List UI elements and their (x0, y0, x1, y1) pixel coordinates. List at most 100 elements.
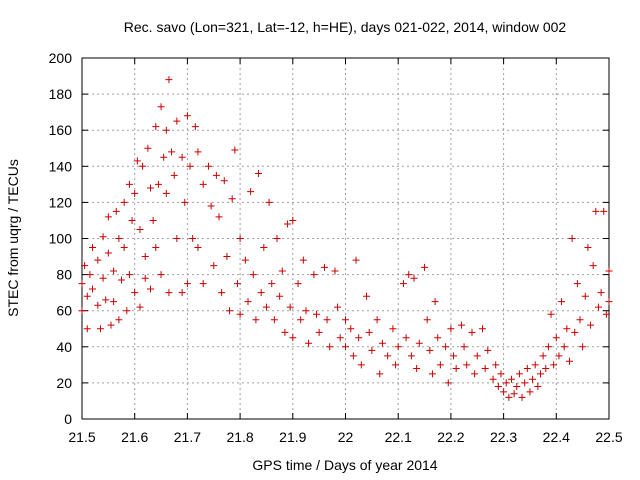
data-point-marker (447, 325, 455, 333)
data-point-marker (552, 334, 560, 342)
x-tick-label: 21.7 (174, 429, 201, 445)
data-point-marker (102, 296, 110, 304)
data-point-marker (568, 235, 576, 242)
data-point-marker (320, 263, 328, 271)
data-point-marker (276, 292, 284, 300)
y-tick-label: 40 (56, 339, 72, 355)
data-point-marker (236, 235, 244, 242)
data-point-marker (497, 370, 505, 378)
data-point-marker (560, 343, 568, 351)
data-point-marker (284, 220, 292, 228)
y-tick-label: 200 (49, 50, 73, 66)
data-point-marker (181, 198, 189, 206)
data-point-marker (81, 262, 89, 270)
data-point-marker (136, 303, 144, 311)
data-point-marker (587, 321, 595, 329)
data-point-marker (342, 316, 349, 324)
y-tick-label: 140 (49, 158, 73, 174)
data-point-marker (94, 256, 102, 264)
data-point-marker (368, 346, 376, 354)
y-tick-label: 80 (56, 267, 72, 283)
data-point-marker (294, 280, 302, 288)
data-point-marker (602, 310, 610, 318)
data-point-marker (365, 328, 373, 336)
data-point-marker (178, 153, 186, 161)
data-point-marker (204, 162, 212, 170)
data-point-marker (286, 303, 294, 311)
data-point-marker (389, 325, 397, 333)
data-point-marker (315, 328, 323, 336)
data-point-marker (423, 316, 431, 324)
y-axis-label: STEC from uqrg / TECUs (5, 159, 21, 317)
data-point-marker (215, 213, 223, 221)
data-point-marker (600, 207, 608, 215)
data-point-marker (594, 303, 602, 311)
data-point-marker (144, 144, 152, 152)
data-point-marker (357, 361, 365, 369)
data-point-marker (120, 244, 128, 252)
data-point-marker (183, 280, 191, 288)
data-point-marker (136, 225, 144, 233)
data-point-marker (289, 216, 297, 224)
data-point-marker (207, 202, 215, 210)
data-point-marker (149, 216, 157, 224)
data-point-marker (573, 280, 581, 288)
data-point-marker (415, 339, 423, 347)
data-point-marker (297, 316, 305, 324)
chart-title: Rec. savo (Lon=321, Lat=-12, h=HE), days… (124, 19, 567, 35)
data-point-marker (473, 352, 481, 360)
data-point-marker (89, 244, 97, 252)
data-point-marker (581, 292, 589, 300)
data-point-marker (378, 339, 386, 347)
data-point-marker (471, 370, 479, 378)
data-point-marker (178, 289, 186, 297)
data-point-marker (241, 256, 249, 264)
data-point-marker (262, 303, 270, 311)
data-point-marker (576, 316, 584, 324)
data-point-marker (278, 267, 286, 275)
data-point-marker (492, 361, 500, 369)
data-point-marker (168, 148, 176, 156)
data-point-marker (399, 280, 407, 288)
data-point-marker (236, 310, 244, 318)
data-point-marker (160, 153, 168, 161)
data-point-marker (426, 346, 434, 354)
data-point-marker (605, 267, 613, 275)
data-point-marker (157, 271, 165, 279)
data-point-marker (226, 307, 234, 315)
data-point-marker (536, 370, 544, 378)
x-tick-label: 21.8 (226, 429, 253, 445)
data-point-marker (310, 271, 318, 279)
data-point-marker (110, 267, 118, 275)
data-point-marker (584, 244, 592, 252)
data-point-marker (110, 298, 118, 306)
x-tick-label: 22.2 (437, 429, 464, 445)
data-point-marker (162, 126, 170, 134)
data-point-marker (336, 334, 344, 342)
data-point-marker (118, 276, 126, 284)
data-point-marker (434, 334, 442, 342)
data-point-marker (489, 375, 497, 383)
x-tick-label: 21.5 (68, 429, 95, 445)
data-point-marker (186, 162, 194, 170)
data-point-marker (139, 162, 147, 170)
data-point-marker (347, 325, 355, 333)
data-point-marker (452, 364, 460, 372)
data-point-marker (436, 361, 444, 369)
data-point-marker (147, 184, 155, 192)
data-point-marker (147, 285, 155, 293)
data-point-marker (152, 123, 160, 131)
data-point-marker (199, 180, 207, 188)
tick-labels: 21.5 21.6 21.7 21.8 21.9 22 22.1 22.2 22.3 22.4 22… (49, 50, 623, 445)
data-point-marker (539, 352, 547, 360)
data-point-marker (342, 343, 349, 351)
data-point-marker (523, 364, 531, 372)
data-point-marker (183, 112, 191, 120)
data-point-marker (481, 364, 489, 372)
data-point-marker (513, 383, 521, 391)
data-point-marker (104, 213, 112, 221)
data-point-marker (450, 352, 458, 360)
data-point-marker (352, 256, 360, 264)
data-point-marker (210, 262, 218, 270)
